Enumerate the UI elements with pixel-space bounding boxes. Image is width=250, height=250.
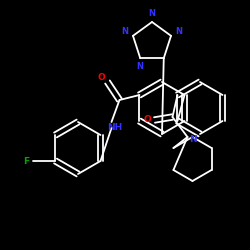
Text: O: O bbox=[144, 116, 151, 124]
Text: N: N bbox=[137, 62, 144, 71]
Text: N: N bbox=[176, 27, 182, 36]
Text: N: N bbox=[148, 10, 156, 18]
Text: O: O bbox=[98, 72, 105, 82]
Text: F: F bbox=[24, 156, 30, 166]
Text: N: N bbox=[189, 134, 196, 143]
Text: N: N bbox=[122, 27, 128, 36]
Text: NH: NH bbox=[107, 124, 122, 132]
